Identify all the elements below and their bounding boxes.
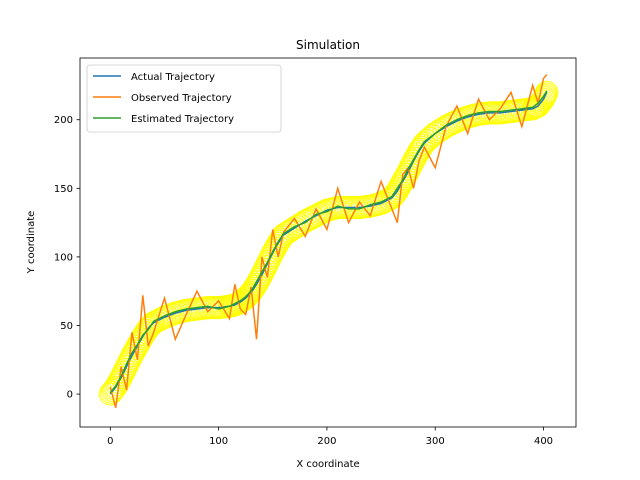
plot-area-frame (79, 57, 577, 428)
legend-label-observed: Observed Trajectory (131, 93, 232, 104)
x-tick-label: 100 (209, 436, 228, 447)
y-tick-label: 0 (67, 390, 73, 401)
legend-label-actual: Actual Trajectory (131, 72, 215, 83)
chart-title: Simulation (296, 38, 360, 52)
estimated-trajectory-line (109, 90, 548, 394)
actual-trajectory-line (109, 91, 548, 395)
x-axis-ticks: 0 100 200 300 400 (107, 427, 553, 447)
uncertainty-circle (411, 133, 435, 157)
uncertainty-circle (535, 80, 559, 104)
x-tick-label: 200 (317, 436, 336, 447)
uncertainty-circle (531, 87, 556, 111)
x-axis-label: X coordinate (296, 459, 359, 470)
legend-label-estimated: Estimated Trajectory (131, 114, 234, 125)
uncertainty-circle (137, 315, 162, 339)
observed-trajectory-line (109, 73, 548, 408)
uncertainty-circle (533, 84, 557, 108)
x-tick-label: 0 (107, 436, 113, 447)
legend: Actual Trajectory Observed Trajectory Es… (86, 64, 282, 133)
y-tick-label: 50 (60, 321, 73, 332)
y-axis-label: Y coordinate (26, 211, 37, 275)
y-axis-ticks: 0 50 100 150 200 (54, 115, 80, 401)
y-tick-label: 100 (54, 252, 73, 263)
legend-frame (86, 64, 282, 133)
uncertainty-circle (532, 85, 556, 110)
uncertainty-circle (98, 382, 122, 406)
series-layer (109, 73, 548, 408)
uncertainty-circle (429, 118, 453, 142)
y-tick-label: 150 (54, 184, 73, 195)
uncertainty-circle (106, 370, 131, 395)
x-tick-label: 300 (426, 436, 445, 447)
uncertainty-circle (135, 318, 159, 342)
x-tick-label: 400 (534, 436, 553, 447)
y-tick-label: 200 (54, 115, 73, 126)
